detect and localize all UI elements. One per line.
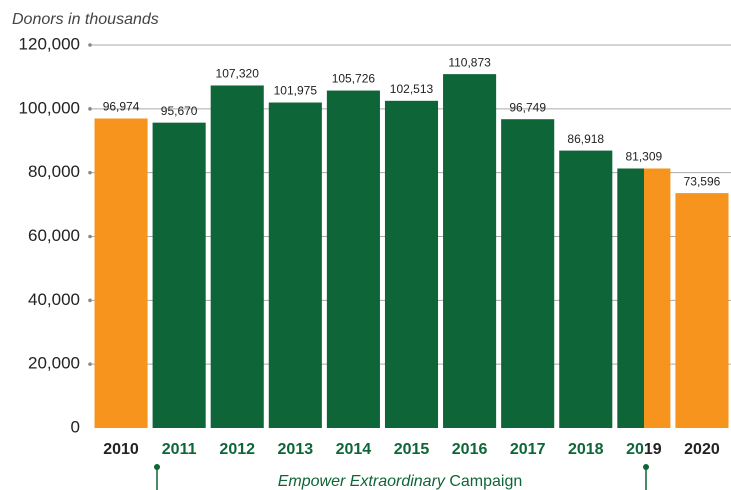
x-tick-label: 2018 — [568, 441, 604, 458]
grid-dot — [88, 107, 92, 111]
x-tick-label: 2012 — [219, 441, 255, 458]
value-label: 86,918 — [567, 132, 604, 146]
y-tick-label: 60,000 — [28, 226, 80, 245]
x-tick-label: 2014 — [336, 441, 372, 458]
annotation-plain: Campaign — [449, 473, 522, 490]
value-label: 96,749 — [509, 100, 546, 114]
y-tick-label: 20,000 — [28, 354, 80, 373]
x-tick-label: 2017 — [510, 441, 546, 458]
value-label: 96,974 — [103, 100, 140, 114]
value-label: 105,726 — [332, 72, 376, 86]
bar — [443, 74, 497, 428]
y-tick-label: 0 — [71, 417, 80, 436]
x-tick-label: 2010 — [103, 441, 139, 458]
bar — [210, 85, 264, 428]
value-label: 95,670 — [161, 104, 198, 118]
annotation-italic: Empower Extraordinary — [278, 473, 446, 490]
y-tick-label: 100,000 — [19, 98, 80, 117]
x-tick-label: 2011 — [162, 441, 197, 458]
value-label: 73,596 — [684, 174, 721, 188]
bar — [617, 168, 671, 428]
value-label: 101,975 — [274, 84, 318, 98]
x-tick-label: 2013 — [278, 441, 314, 458]
value-label: 110,873 — [448, 55, 491, 69]
y-tick-label: 120,000 — [19, 34, 80, 53]
x-tick-label: 2015 — [394, 441, 430, 458]
grid-dot — [88, 298, 92, 303]
bar — [675, 193, 729, 428]
axis-label: Donors in thousands — [12, 11, 159, 28]
annotation: Empower Extraordinary Campaign — [278, 473, 523, 490]
grid-dot — [88, 234, 92, 239]
grid-dot — [88, 362, 92, 366]
value-label: 107,320 — [216, 67, 260, 81]
bar — [268, 102, 322, 429]
bar — [501, 119, 555, 428]
bar — [326, 90, 380, 428]
y-tick-label: 80,000 — [28, 162, 80, 181]
campaign-start-dot — [154, 464, 160, 470]
value-label: 102,513 — [390, 82, 434, 96]
value-label: 81,309 — [626, 150, 663, 164]
bar — [152, 122, 206, 428]
x-tick-label: 2019 — [626, 441, 662, 458]
grid-dot — [88, 170, 92, 175]
x-tick-label: 2020 — [684, 441, 720, 458]
bar — [384, 100, 439, 428]
bar — [94, 118, 148, 428]
y-tick-label: 40,000 — [28, 290, 80, 309]
bar — [559, 150, 613, 428]
campaign-end-dot — [643, 464, 649, 470]
grid-dot — [88, 43, 92, 47]
x-tick-label: 2016 — [452, 441, 488, 458]
